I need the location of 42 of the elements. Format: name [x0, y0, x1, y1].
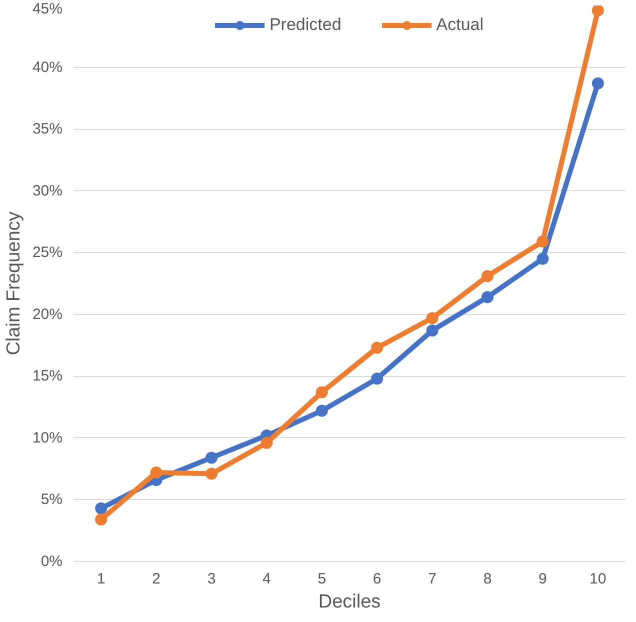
- point: [371, 342, 384, 354]
- legend-label: Predicted: [269, 15, 342, 35]
- point: [206, 452, 218, 464]
- point: [536, 252, 549, 265]
- y-tick-label: 30%: [32, 182, 63, 200]
- y-tick-label: 5%: [40, 491, 63, 508]
- x-tick-label: 10: [590, 570, 606, 588]
- x-tick-label: 3: [207, 570, 216, 588]
- x-axis-title: Deciles: [318, 592, 381, 612]
- legend-label: Actual: [436, 15, 484, 35]
- point: [95, 502, 108, 514]
- y-tick-label: 0%: [40, 553, 63, 570]
- point: [95, 514, 108, 526]
- x-tick-label: 4: [262, 570, 271, 588]
- point: [150, 466, 162, 479]
- x-tick-label: 7: [428, 570, 436, 588]
- y-tick-label: 25%: [32, 244, 63, 262]
- point: [206, 468, 218, 480]
- y-tick-label: 10%: [32, 429, 63, 446]
- point: [536, 236, 549, 248]
- point: [592, 77, 604, 90]
- x-tick-label: 1: [96, 570, 106, 588]
- y-tick-label: 15%: [32, 368, 63, 385]
- point: [371, 372, 384, 385]
- x-tick-label: 8: [483, 570, 492, 588]
- point: [316, 404, 328, 417]
- point: [426, 324, 438, 336]
- y-tick-label: 20%: [32, 306, 63, 323]
- x-tick-label: 6: [372, 570, 382, 588]
- point: [592, 6, 604, 16]
- y-tick-label: 40%: [32, 58, 63, 76]
- x-tick-label: 9: [538, 570, 547, 588]
- y-axis-title: Claim Frequency: [3, 211, 24, 356]
- point: [316, 386, 328, 398]
- point: [482, 270, 494, 282]
- x-tick-label: 5: [318, 570, 326, 588]
- y-tick-label: 35%: [32, 120, 63, 138]
- x-tick-label: 2: [152, 570, 160, 588]
- point: [482, 291, 494, 304]
- point: [426, 312, 438, 324]
- point: [260, 436, 273, 449]
- y-tick-label: 45%: [32, 0, 63, 18]
